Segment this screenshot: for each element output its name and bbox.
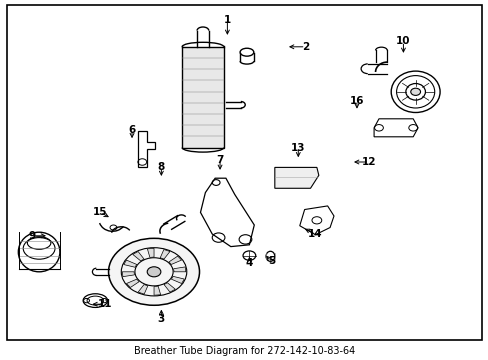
- Text: 8: 8: [158, 162, 164, 172]
- Text: 4: 4: [245, 258, 253, 268]
- Circle shape: [147, 267, 161, 277]
- Polygon shape: [168, 256, 181, 265]
- Text: 15: 15: [93, 207, 107, 217]
- Text: Breather Tube Diagram for 272-142-10-83-64: Breather Tube Diagram for 272-142-10-83-…: [134, 346, 354, 356]
- Text: 9: 9: [28, 231, 35, 241]
- Text: 6: 6: [128, 125, 135, 135]
- Text: 1: 1: [224, 15, 230, 25]
- Polygon shape: [274, 167, 318, 188]
- Polygon shape: [123, 260, 137, 267]
- Text: 10: 10: [395, 36, 410, 46]
- Text: 16: 16: [349, 96, 364, 106]
- Text: 3: 3: [158, 314, 164, 324]
- Text: 11: 11: [98, 299, 112, 309]
- Polygon shape: [132, 252, 144, 261]
- Text: 7: 7: [216, 155, 224, 165]
- Text: 13: 13: [290, 143, 305, 153]
- Text: 12: 12: [361, 157, 376, 167]
- Text: 5: 5: [267, 256, 274, 266]
- Bar: [182, 47, 223, 148]
- Polygon shape: [173, 267, 185, 272]
- Polygon shape: [122, 272, 134, 277]
- Polygon shape: [163, 283, 175, 292]
- Polygon shape: [147, 248, 154, 257]
- Text: 2: 2: [302, 42, 308, 52]
- Polygon shape: [160, 249, 170, 259]
- Polygon shape: [138, 284, 147, 294]
- Polygon shape: [126, 279, 139, 288]
- Circle shape: [108, 238, 199, 305]
- Polygon shape: [154, 286, 161, 295]
- Circle shape: [410, 88, 420, 95]
- Text: 14: 14: [307, 229, 322, 239]
- Polygon shape: [171, 276, 184, 284]
